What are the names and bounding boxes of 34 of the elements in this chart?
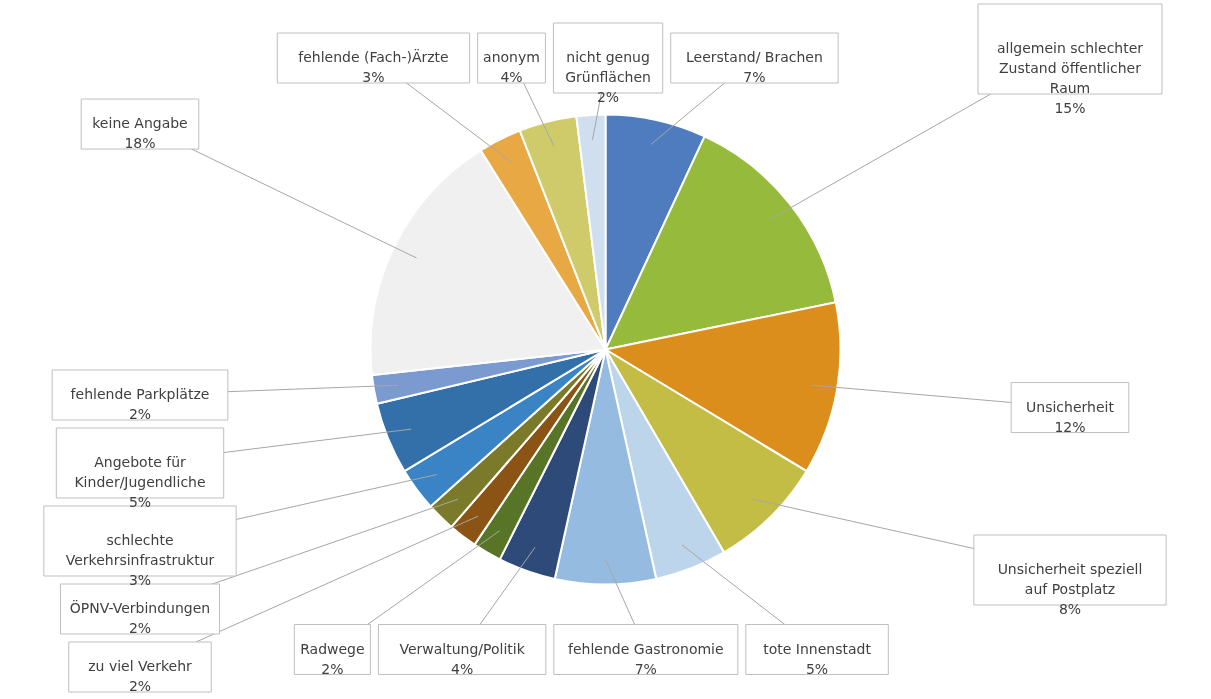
data-label: 7% (743, 69, 766, 85)
data-label: 18% (124, 135, 156, 152)
slice-label: schlechte Verkehrsinfrastruktur (65, 532, 215, 568)
data-label: 15% (1054, 100, 1086, 116)
data-label: 8% (1058, 601, 1082, 617)
slice-label: fehlende Gastronomie (568, 640, 724, 657)
slice-label: Unsicherheit speziell auf Postplatz (997, 561, 1143, 597)
slice-label: nicht genug Grünflächen (565, 49, 651, 85)
slice-label: Unsicherheit (1026, 398, 1115, 415)
slice-label: Angebote für Kinder/Jugendliche (74, 454, 206, 490)
slice-label: Leerstand/ Brachen (686, 49, 823, 65)
data-label: 2% (128, 678, 152, 694)
slice-label: anonym (483, 49, 540, 65)
slice-label: zu viel Verkehr (88, 658, 192, 674)
data-label: 5% (128, 494, 152, 510)
data-label: 2% (128, 620, 152, 636)
data-label: 3% (362, 69, 385, 85)
data-label: 4% (451, 660, 474, 677)
slice-label: Verwaltung/Politik (399, 640, 526, 657)
data-label: 12% (1054, 418, 1086, 435)
data-label: 3% (128, 572, 152, 588)
slice-label: keine Angabe (92, 115, 188, 132)
data-label: 2% (128, 406, 152, 422)
data-label: 2% (596, 89, 620, 105)
slice-label: allgemein schlechter Zustand öffentlicher Raum (996, 40, 1144, 96)
data-label: 5% (805, 660, 829, 677)
slice-label: Radwege (300, 640, 365, 657)
slice-label: ÖPNV-Verbindungen (69, 599, 211, 616)
data-label: 7% (634, 660, 657, 677)
slice-label: fehlende (Fach-)Ärzte (298, 48, 449, 65)
slice-label: fehlende Parkplätze (70, 386, 210, 402)
slice-label: tote Innenstadt (763, 640, 872, 657)
data-label: 2% (321, 660, 344, 677)
data-label: 4% (500, 69, 523, 85)
